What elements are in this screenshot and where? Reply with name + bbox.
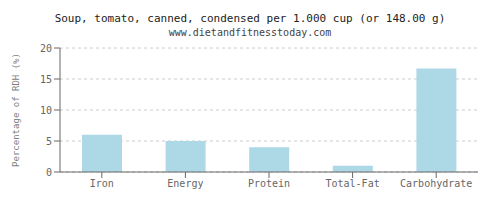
svg-text:15: 15 [40, 74, 52, 85]
html-text:www.dietandfitnesstoday.com: www.dietandfitnesstoday.com [168, 26, 332, 38]
svg-text:0: 0 [46, 167, 52, 178]
svg-text:Protein: Protein [248, 178, 290, 189]
html-text:Soup, tomato, canned, condense: Soup, tomato, canned, condensed per 1.00… [54, 11, 446, 25]
svg-text:Percentage of RDH (%): Percentage of RDH (%) [11, 53, 21, 167]
svg-text:20: 20 [40, 43, 52, 54]
svg-text:Energy: Energy [167, 178, 203, 189]
svg-text:Total-Fat: Total-Fat [326, 178, 380, 189]
svg-text:10: 10 [40, 105, 52, 116]
svg-text:Iron: Iron [90, 178, 114, 189]
svg-text:5: 5 [46, 136, 52, 147]
svg-text:Carbohydrate: Carbohydrate [400, 178, 472, 189]
